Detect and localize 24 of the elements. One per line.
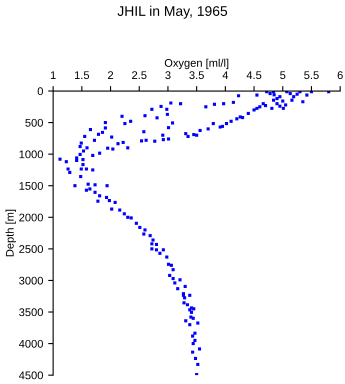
y-tick-label: 0 bbox=[38, 87, 43, 96]
x-tick-label: 1 bbox=[50, 71, 56, 79]
x-tick-label: 2 bbox=[108, 71, 114, 79]
x-axis-title: Oxygen [ml/l] bbox=[164, 58, 228, 70]
y-tick-label: 4500 bbox=[18, 371, 43, 380]
x-tick-label: 3.5 bbox=[189, 71, 204, 80]
y-tick-label: 3000 bbox=[19, 276, 43, 285]
y-tick-label: 500 bbox=[25, 118, 43, 127]
x-tick-label: 3 bbox=[165, 71, 171, 80]
x-tick-label: 4.5 bbox=[246, 71, 262, 80]
chart-title: JHIL in May, 1965 bbox=[118, 6, 228, 19]
x-tick-label: 1.5 bbox=[74, 71, 90, 80]
y-tick-label: 1500 bbox=[20, 182, 43, 190]
y-tick-label: 4000 bbox=[18, 340, 43, 348]
y-tick-label: 2000 bbox=[19, 214, 43, 222]
y-tick-label: 2500 bbox=[19, 245, 43, 254]
x-tick-label: 5.5 bbox=[304, 71, 319, 80]
x-tick-label: 6 bbox=[338, 71, 343, 80]
x-tick-label: 2.5 bbox=[132, 71, 146, 80]
y-axis-title: Depth [m] bbox=[6, 210, 16, 256]
x-tick-label: 5 bbox=[280, 71, 286, 80]
x-tick-label: 4 bbox=[222, 71, 228, 79]
y-tick-label: 1000 bbox=[20, 150, 43, 158]
y-tick-label: 3500 bbox=[19, 308, 43, 316]
